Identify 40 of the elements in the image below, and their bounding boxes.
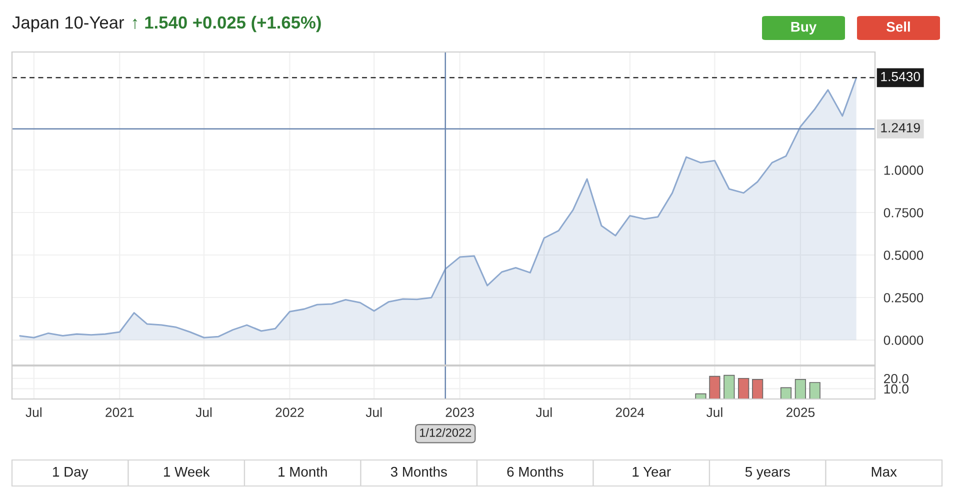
text: 3 Months: [390, 466, 447, 477]
x-tick-label: Jul: [26, 407, 42, 418]
text: 1 Month: [278, 466, 327, 477]
ref-line-label: 1.2419: [881, 123, 920, 132]
x-tick-label: Jul: [536, 407, 552, 418]
text: Max: [872, 467, 897, 477]
text: 1 Day: [53, 467, 88, 480]
text: 1 Year: [632, 467, 671, 477]
bar: [724, 374, 735, 399]
ref-line-label: 1/12/2022: [420, 428, 472, 437]
x-tick-label: 2023: [446, 408, 474, 418]
bar: [695, 393, 706, 399]
text: 6 Months: [507, 466, 564, 477]
y-tick-label: 1.0000: [884, 166, 924, 175]
text: Sell: [886, 22, 910, 32]
text: Buy: [791, 22, 817, 34]
y-tick-label: 0.0000: [884, 336, 924, 345]
bar: [809, 382, 820, 399]
ref-line-label: 1.5430: [881, 72, 920, 82]
y-tick-label: 0.5000: [884, 250, 924, 260]
y-tick-label: 20.0: [884, 374, 908, 384]
bar: [794, 378, 806, 399]
x-tick-label: 2025: [786, 408, 815, 418]
x-tick-label: Jul: [366, 407, 382, 418]
bar: [752, 378, 764, 399]
x-tick-label: 2022: [276, 408, 304, 418]
x-tick-label: 2021: [106, 408, 134, 418]
y-tick-label: 0.7500: [884, 208, 924, 218]
chart-title: Japan 10-Year: [12, 16, 124, 32]
bar: [780, 387, 792, 399]
chart-subtitle: ↑ 1.540 +0.025 (+1.65%): [132, 16, 321, 32]
y-tick-label: 10.0: [884, 384, 908, 394]
x-tick-label: 2024: [616, 408, 644, 418]
y-tick-label: 0.2500: [884, 293, 924, 302]
bar: [709, 376, 720, 399]
text: 1 Week: [164, 466, 210, 477]
x-tick-label: Jul: [196, 407, 212, 418]
x-tick-label: Jul: [706, 407, 722, 418]
bar: [738, 378, 750, 399]
text: 5 years: [745, 467, 790, 480]
